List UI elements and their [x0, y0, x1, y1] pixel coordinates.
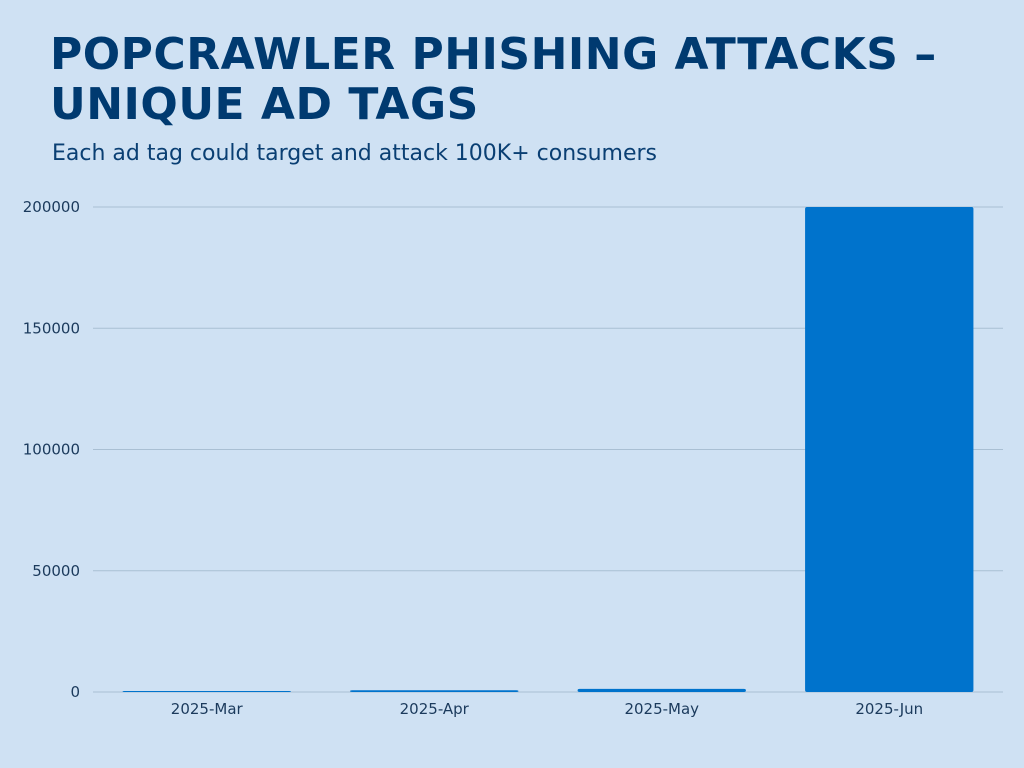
x-tick-label: 2025-Jun [855, 700, 923, 718]
x-axis-ticks: 2025-Mar 2025-Apr 2025-May 2025-Jun [171, 700, 923, 718]
bar-2025-Jun [805, 207, 974, 692]
bar-2025-Apr [350, 690, 519, 692]
x-tick-label: 2025-May [624, 700, 699, 718]
bar-2025-Mar [122, 691, 291, 692]
y-tick-label: 50000 [32, 562, 80, 580]
y-tick-label: 0 [70, 683, 80, 701]
y-tick-label: 100000 [23, 441, 80, 459]
bars [122, 207, 974, 692]
bar-2025-May [577, 688, 746, 692]
x-tick-label: 2025-Mar [171, 700, 244, 718]
x-tick-label: 2025-Apr [400, 700, 470, 718]
chart-subtitle: Each ad tag could target and attack 100K… [52, 141, 658, 166]
y-tick-label: 150000 [23, 319, 80, 337]
chart-title: POPCRAWLER PHISHING ATTACKS – UNIQUE AD … [50, 29, 937, 130]
y-tick-label: 200000 [23, 198, 80, 216]
y-axis-ticks: 0 50000 100000 150000 200000 [23, 198, 80, 701]
